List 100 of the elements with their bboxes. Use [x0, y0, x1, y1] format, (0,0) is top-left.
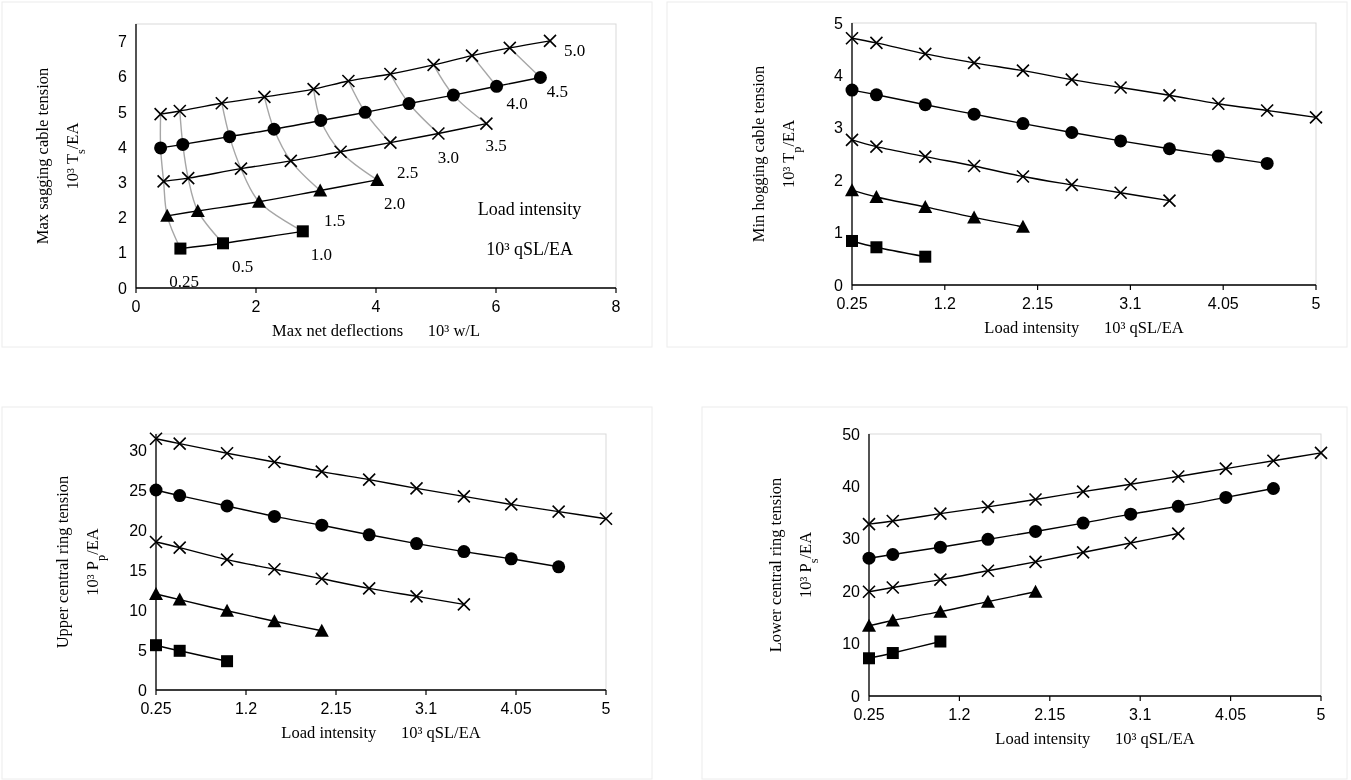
point — [160, 208, 175, 222]
point — [933, 506, 948, 521]
point — [869, 139, 884, 154]
point — [358, 105, 372, 119]
point — [341, 74, 356, 88]
point — [220, 499, 234, 513]
point — [886, 647, 899, 660]
point — [149, 587, 163, 600]
point — [869, 189, 884, 203]
point — [551, 504, 566, 519]
y-tick-label: 10 — [129, 601, 148, 619]
point — [383, 135, 398, 150]
point — [221, 655, 234, 668]
point — [886, 548, 900, 562]
point — [1314, 446, 1328, 460]
point — [933, 572, 948, 587]
point — [409, 481, 424, 496]
point — [383, 67, 398, 81]
point — [172, 540, 187, 555]
point — [1076, 545, 1090, 560]
point — [967, 107, 981, 121]
x-axis-title: Load intensity 10³ qSL/EA — [995, 729, 1195, 748]
point — [220, 446, 234, 460]
point — [543, 34, 557, 48]
point — [885, 514, 900, 528]
point — [1076, 516, 1090, 530]
point — [1162, 88, 1177, 103]
point — [1219, 461, 1233, 476]
point — [533, 71, 547, 84]
x-tick-label: 1.2 — [234, 700, 258, 717]
point — [1015, 219, 1030, 233]
point — [918, 149, 933, 164]
x-axis-title: Max net deflections 10³ w/L — [272, 321, 480, 340]
point — [1028, 555, 1043, 569]
y-tick-label: 20 — [842, 582, 861, 600]
point — [967, 56, 981, 70]
point — [933, 604, 948, 618]
point — [845, 31, 859, 45]
point — [362, 581, 376, 596]
x-tick-label: 8 — [611, 298, 621, 315]
y-tick-label: 40 — [842, 477, 861, 495]
y-tick-label: 0 — [138, 681, 148, 699]
x-tick-label: 4.05 — [500, 700, 532, 717]
point — [862, 584, 876, 599]
point — [1171, 499, 1185, 513]
y-tick-label: 5 — [118, 103, 128, 121]
point — [149, 483, 163, 497]
x-tick-label: 3.1 — [414, 700, 438, 717]
point — [257, 90, 272, 104]
y-tick-label: 10 — [842, 635, 861, 653]
y-tick-label: 30 — [842, 530, 861, 548]
point — [314, 572, 329, 586]
x-tick-label: 5 — [601, 700, 611, 717]
point — [362, 472, 376, 487]
point — [490, 79, 504, 93]
x-tick-label: 2.15 — [1022, 295, 1054, 312]
point — [306, 82, 321, 96]
x-tick-label: 3.1 — [1119, 295, 1142, 312]
x-tick-label: 4.05 — [1207, 295, 1239, 312]
x-axis-title: Load intensity 10³ qSL/EA — [281, 723, 481, 742]
point — [862, 618, 876, 632]
point — [845, 183, 859, 197]
point — [313, 183, 328, 197]
x-tick-label: 4 — [371, 298, 381, 315]
x-tick-label: 2.15 — [1034, 706, 1066, 723]
point — [1028, 492, 1043, 507]
point — [149, 535, 163, 549]
point — [504, 552, 518, 566]
point — [1123, 536, 1138, 550]
point — [885, 613, 900, 627]
point — [967, 210, 982, 224]
point — [220, 552, 234, 567]
point — [981, 563, 995, 578]
point — [1064, 72, 1079, 87]
point — [1016, 117, 1030, 131]
point — [918, 199, 933, 213]
point — [150, 639, 162, 652]
y-tick-label: 5 — [138, 641, 148, 659]
x-tick-label: 5 — [1311, 295, 1321, 312]
point — [457, 597, 471, 612]
y-tick-label: 1 — [118, 244, 128, 262]
point — [457, 545, 471, 559]
y-tick-label: 0 — [834, 276, 844, 294]
point — [863, 652, 875, 665]
point — [190, 203, 205, 217]
point — [981, 500, 995, 514]
annotation: 1.5 — [324, 210, 346, 230]
y-tick-label: 25 — [129, 481, 148, 499]
y-tick-label: 1 — [834, 224, 844, 242]
point — [296, 225, 309, 238]
annotation: 3.5 — [485, 136, 507, 156]
x-tick-label: 1.2 — [933, 295, 957, 312]
point — [315, 518, 329, 532]
x-tick-label: 4.05 — [1215, 706, 1247, 723]
point — [267, 509, 281, 523]
point — [426, 58, 441, 72]
point — [267, 122, 281, 136]
point — [1211, 149, 1225, 163]
y-tick-label: 0 — [118, 279, 128, 297]
point — [869, 36, 884, 50]
